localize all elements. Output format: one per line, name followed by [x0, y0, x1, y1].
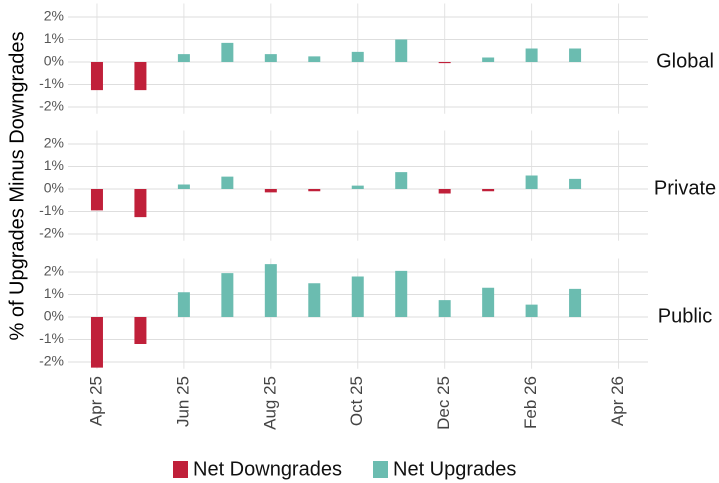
y-tick-label: 0% [44, 180, 64, 196]
legend-label: Net Downgrades [193, 458, 342, 480]
bar [395, 270, 408, 317]
bar [351, 185, 364, 189]
bar [438, 300, 451, 317]
bar [177, 184, 190, 189]
bar [569, 288, 582, 317]
bar [308, 189, 321, 192]
bar [221, 42, 234, 62]
x-tick-label: Feb 26 [521, 376, 540, 429]
legend-swatch [173, 461, 188, 478]
bar [134, 189, 147, 218]
y-tick-label: 0% [44, 308, 64, 324]
bar [525, 304, 538, 317]
bar [221, 176, 234, 189]
y-tick-label: 1% [44, 157, 64, 173]
facet-label: Public [658, 305, 712, 327]
bar [482, 287, 495, 317]
bar [134, 317, 147, 344]
bar [438, 62, 451, 64]
bar [395, 172, 408, 189]
bar [264, 189, 277, 193]
legend-label: Net Upgrades [393, 458, 516, 480]
y-tick-label: 1% [44, 285, 64, 301]
y-tick-label: 0% [44, 53, 64, 69]
facet-label: Private [654, 177, 716, 199]
x-tick-label: Aug 25 [260, 376, 279, 430]
bar [569, 178, 582, 189]
x-tick-label: Jun 25 [173, 376, 192, 427]
y-tick-label: -2% [39, 225, 64, 241]
bar [525, 48, 538, 62]
bar [264, 54, 277, 62]
y-tick-label: 1% [44, 30, 64, 46]
y-tick-label: -1% [39, 202, 64, 218]
bar [90, 189, 103, 211]
bar [90, 62, 103, 91]
y-axis-label: % of Upgrades Minus Downgrades [6, 31, 28, 340]
bar [308, 56, 321, 62]
x-tick-label: Dec 25 [434, 376, 453, 430]
y-tick-label: 2% [44, 8, 64, 24]
bar [177, 292, 190, 317]
x-tick-label: Apr 26 [608, 376, 627, 426]
bar [90, 317, 103, 368]
bar [308, 283, 321, 317]
y-tick-label: -1% [39, 330, 64, 346]
bar [177, 54, 190, 62]
bar [438, 189, 451, 194]
x-tick-label: Apr 25 [86, 376, 105, 426]
facet-label: Global [656, 50, 714, 72]
bar [351, 276, 364, 317]
x-tick-label: Oct 25 [347, 376, 366, 426]
bar [395, 39, 408, 62]
bar [264, 264, 277, 317]
bar [569, 48, 582, 62]
bar [482, 189, 495, 192]
y-tick-label: 2% [44, 263, 64, 279]
bar [525, 175, 538, 189]
bar [221, 273, 234, 317]
legend-swatch [373, 461, 388, 478]
y-tick-label: -2% [39, 98, 64, 114]
y-tick-label: 2% [44, 135, 64, 151]
y-tick-label: -1% [39, 75, 64, 91]
bar [134, 62, 147, 91]
bar [351, 51, 364, 62]
bar [482, 57, 495, 62]
y-tick-label: -2% [39, 353, 64, 369]
